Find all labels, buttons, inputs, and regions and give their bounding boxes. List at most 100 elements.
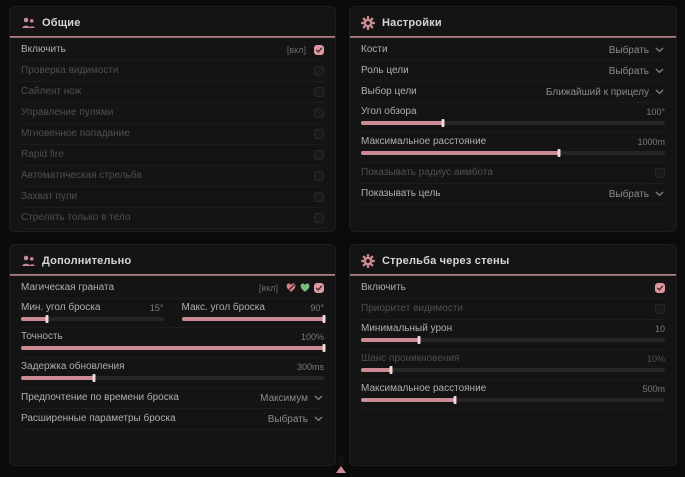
slider[interactable]: [181, 315, 326, 323]
slider[interactable]: [21, 374, 324, 382]
dropdown[interactable]: Максимум: [260, 393, 324, 404]
slider-row: Угол обзора 100°: [361, 103, 665, 133]
slider-value: 1000m: [637, 137, 665, 147]
checkbox[interactable]: [655, 168, 665, 178]
slider-row: Точность 100%: [21, 328, 326, 358]
checkbox[interactable]: [314, 150, 324, 160]
slider-fill: [361, 338, 419, 342]
setting-row[interactable]: Мгновенное попадание: [21, 124, 324, 145]
panel-rows: Магическая граната [вкл] Мин. угол броска…: [21, 276, 326, 430]
slider-pair-row: Мин. угол броска 15° Макс. угол броска 9…: [21, 299, 326, 328]
slider[interactable]: [361, 119, 665, 127]
slider-label: Угол обзора: [361, 106, 417, 117]
setting-label: Показывать цель: [361, 188, 441, 199]
dropdown[interactable]: Ближайший к прицелу: [546, 87, 665, 98]
checkbox[interactable]: [314, 171, 324, 181]
slider-value: 500m: [642, 384, 665, 394]
setting-label: Расширенные параметры броска: [21, 413, 176, 424]
chevron-down-icon: [655, 89, 664, 95]
panel-settings: Настройки Кости Выбрать Роль цели Выбрат…: [349, 6, 677, 232]
slider-fill: [361, 151, 559, 155]
slider-fill: [21, 376, 94, 380]
panel-title: Настройки: [382, 16, 442, 29]
setting-row: Показывать цель Выбрать: [361, 184, 665, 205]
panel-rows: Кости Выбрать Роль цели Выбрать Выбор це…: [361, 38, 665, 205]
panel-additional: Дополнительно Магическая граната [вкл] Ми…: [9, 244, 336, 466]
checkbox[interactable]: [314, 213, 324, 223]
slider-fill: [21, 317, 47, 321]
slider-thumb[interactable]: [389, 366, 393, 374]
panel-general: Общие Включить [вкл] Проверка видимости Сай…: [9, 6, 336, 232]
users-icon: [21, 16, 35, 30]
slider-value: 10: [654, 324, 665, 334]
up-arrow-indicator[interactable]: [336, 466, 346, 473]
chevron-down-icon: [314, 395, 323, 401]
setting-row[interactable]: Сайлент нож: [21, 82, 324, 103]
slider-thumb[interactable]: [453, 396, 457, 404]
slider-label: Минимальный урон: [361, 323, 453, 334]
checkbox[interactable]: [314, 87, 324, 97]
setting-row[interactable]: Приоритет видимости: [361, 299, 665, 320]
checkbox[interactable]: [314, 45, 324, 55]
checkbox[interactable]: [655, 304, 665, 314]
checkbox[interactable]: [314, 108, 324, 118]
dropdown[interactable]: Выбрать: [609, 45, 665, 56]
slider-thumb[interactable]: [92, 374, 96, 382]
setting-row[interactable]: Показывать радиус аимбота: [361, 163, 665, 184]
dropdown[interactable]: Выбрать: [609, 189, 665, 200]
state-suffix: [вкл]: [258, 283, 278, 293]
setting-row[interactable]: Rapid fire: [21, 145, 324, 166]
setting-label: Показывать радиус аимбота: [361, 167, 493, 178]
setting-row[interactable]: Проверка видимости: [21, 61, 324, 82]
setting-row[interactable]: Включить [вкл]: [21, 40, 324, 61]
slider-thumb[interactable]: [441, 119, 445, 127]
dropdown[interactable]: Выбрать: [268, 414, 324, 425]
slider-thumb[interactable]: [557, 149, 561, 157]
slider-thumb[interactable]: [417, 336, 421, 344]
setting-row[interactable]: Автоматическая стрельба: [21, 166, 324, 187]
setting-label: Сайлент нож: [21, 86, 82, 97]
slider[interactable]: [361, 149, 665, 157]
setting-row[interactable]: Управление пулями: [21, 103, 324, 124]
checkbox[interactable]: [314, 129, 324, 139]
setting-row[interactable]: Стрелять только в тело: [21, 208, 324, 229]
slider-label: Задержка обновления: [21, 361, 125, 372]
checkbox[interactable]: [655, 283, 665, 293]
checkbox[interactable]: [314, 283, 324, 293]
setting-label: Проверка видимости: [21, 65, 119, 76]
green-heart-icon[interactable]: [300, 283, 310, 293]
panel-header: Дополнительно: [21, 245, 324, 274]
setting-label: Приоритет видимости: [361, 303, 464, 314]
slider-fill: [361, 398, 456, 402]
setting-row: Предпочтение по времени броска Максимум: [21, 388, 324, 409]
setting-row[interactable]: Захват пули: [21, 187, 324, 208]
slider[interactable]: [21, 344, 326, 352]
slider-thumb[interactable]: [322, 344, 326, 352]
slider-row: Шанс проникновения 10%: [361, 350, 665, 380]
slider[interactable]: [361, 366, 665, 374]
dropdown-value: Выбрать: [267, 413, 308, 425]
slider[interactable]: [361, 396, 665, 404]
setting-row[interactable]: Магическая граната [вкл]: [21, 278, 324, 299]
slider-thumb[interactable]: [45, 315, 49, 323]
panel-header: Стрельба через стены: [361, 245, 665, 274]
chevron-down-icon: [314, 416, 323, 422]
dropdown-value: Ближайший к прицелу: [545, 86, 649, 98]
users-icon: [21, 254, 35, 268]
slider-row: Минимальный урон 10: [361, 320, 665, 350]
slider-thumb[interactable]: [322, 315, 326, 323]
dropdown-value: Выбрать: [608, 65, 649, 77]
slider-label: Мин. угол броска: [21, 302, 101, 313]
panel-rows: Включить [вкл] Проверка видимости Сайлент н…: [21, 38, 324, 229]
broken-heart-icon[interactable]: [286, 283, 296, 293]
slider[interactable]: [361, 336, 665, 344]
checkbox[interactable]: [314, 192, 324, 202]
setting-row[interactable]: Включить: [361, 278, 665, 299]
slider[interactable]: [21, 315, 164, 323]
slider-value: 300ms: [296, 362, 324, 372]
gear-icon: [361, 15, 375, 30]
dropdown[interactable]: Выбрать: [609, 66, 665, 77]
setting-row: Расширенные параметры броска Выбрать: [21, 409, 324, 430]
slider-fill: [361, 368, 392, 372]
checkbox[interactable]: [314, 66, 324, 76]
